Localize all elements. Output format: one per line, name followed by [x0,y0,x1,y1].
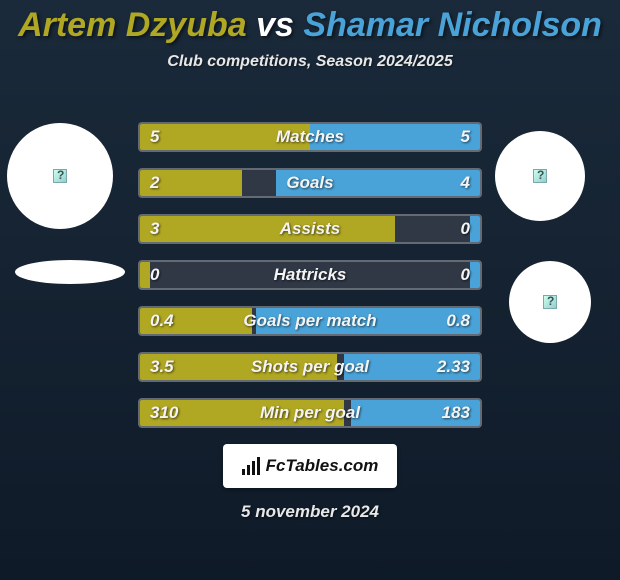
image-placeholder-icon [543,295,557,309]
footer-date: 5 november 2024 [0,502,620,522]
bar-left-fill [140,400,344,426]
image-placeholder-icon [533,169,547,183]
bar-left-fill [140,308,252,334]
stat-right-value: 0 [461,216,470,242]
bar-chart-icon [242,457,260,475]
page-title: Artem Dzyuba vs Shamar Nicholson [0,0,620,45]
stat-label: Hattricks [140,262,480,288]
bar-right-fill [470,262,480,288]
stat-row: 0 0Hattricks [138,260,482,290]
logo-text: FcTables.com [266,456,379,476]
stat-row: 0.40.8Goals per match [138,306,482,336]
bar-left-fill [140,170,242,196]
stat-row: 310183Min per goal [138,398,482,428]
stat-row: 3.52.33Shots per goal [138,352,482,382]
subtitle: Club competitions, Season 2024/2025 [0,53,620,71]
bar-right-fill [470,216,480,242]
stat-left-value: 0 [150,262,159,288]
bar-right-fill [344,354,480,380]
bar-right-fill [256,308,480,334]
comparison-bars: 55Matches24Goals30Assists00Hattricks0.40… [138,122,482,444]
stat-row: 24Goals [138,168,482,198]
bar-right-fill [276,170,480,196]
stat-row: 30Assists [138,214,482,244]
bar-right-fill [351,400,480,426]
player1-avatar [7,123,113,229]
title-vs: vs [256,6,294,44]
bar-right-fill [310,124,480,150]
stat-right-value: 0 [461,262,470,288]
bar-left-fill [140,124,310,150]
bar-left-fill [140,354,337,380]
title-player1: Artem Dzyuba [18,6,247,44]
fctables-logo: FcTables.com [223,444,397,488]
player1-shadow [15,260,125,284]
player2-avatar [495,131,585,221]
title-player2: Shamar Nicholson [303,6,602,44]
bar-left-fill [140,216,395,242]
player2-club-badge [509,261,591,343]
stat-row: 55Matches [138,122,482,152]
image-placeholder-icon [53,169,67,183]
bar-left-fill [140,262,150,288]
